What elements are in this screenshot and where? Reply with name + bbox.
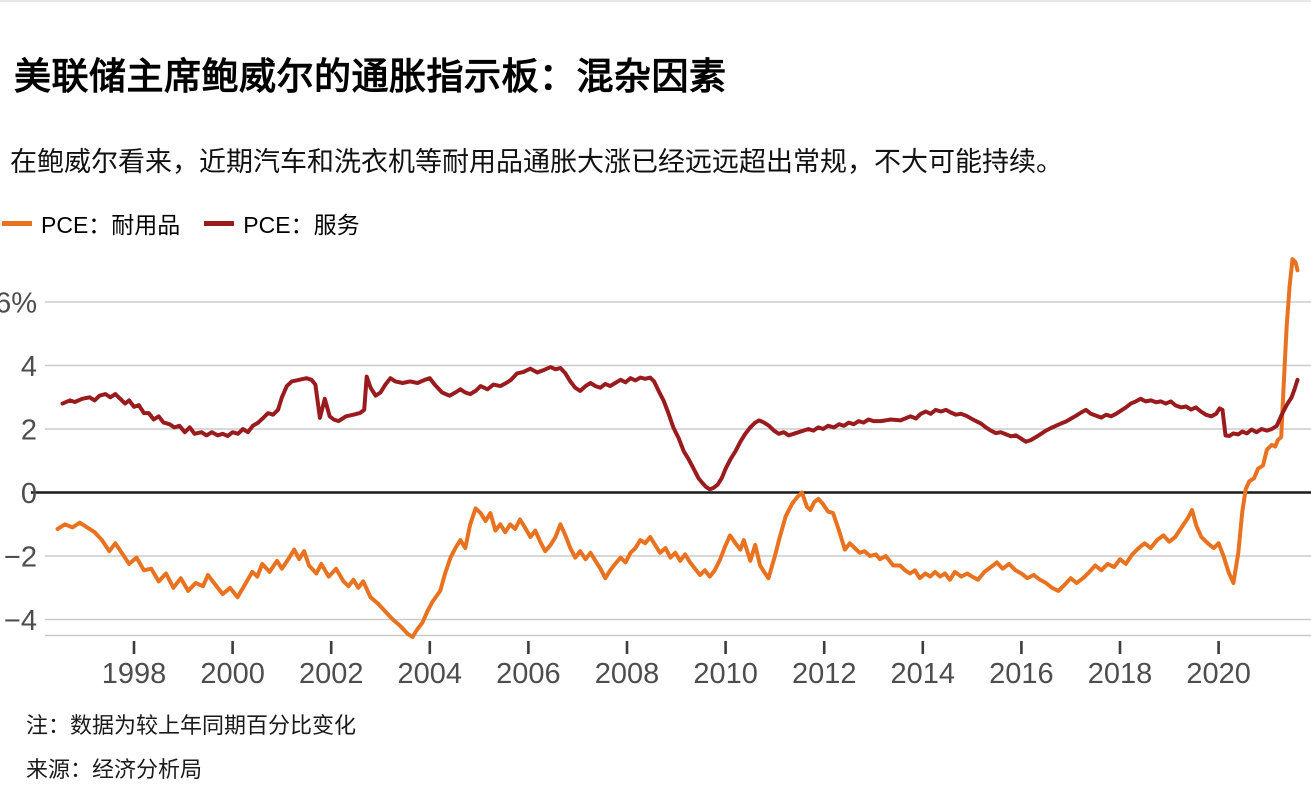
y-axis-tick-label: 2 [21, 415, 37, 447]
legend-label-durables: PCE：耐用品 [41, 212, 181, 238]
series-line-services [60, 365, 1300, 492]
y-axis-tick-label: 4 [21, 351, 37, 383]
durables-line-swatch [2, 220, 32, 226]
x-axis-tick-label: 2012 [792, 658, 857, 690]
chart-note: 注：数据为较上年同期百分比变化 [26, 713, 357, 738]
page-title: 美联储主席鲍威尔的通胀指示板：混杂因素 [14, 56, 727, 97]
inflation-line-chart: 6% 4 2 0 −2 −4 1998 2000 2002 2004 2006 2008 2010 201… [0, 257, 1311, 690]
x-axis-tick-label: 2020 [1186, 658, 1251, 690]
chart-subtitle: 在鲍威尔看来，近期汽车和洗衣机等耐用品通胀大涨已经远远超出常规，不大可能持续。 [10, 147, 1063, 177]
chart-legend: PCE：耐用品 PCE：服务 [2, 206, 360, 240]
x-axis-tick-label: 1998 [102, 658, 167, 690]
y-axis-tick-label: 6% [0, 288, 37, 320]
legend-item-durables: PCE：耐用品 [2, 206, 180, 240]
series-line-durables [55, 257, 1300, 639]
legend-label-services: PCE：服务 [243, 212, 360, 238]
x-axis-tick-label: 2018 [1088, 658, 1153, 690]
x-axis-tick-label: 2014 [891, 658, 956, 690]
y-axis-tick-label: 0 [21, 478, 37, 510]
x-axis-tick-label: 2006 [496, 658, 561, 690]
services-line-swatch [204, 220, 235, 226]
x-axis-tick-label: 2016 [989, 658, 1054, 690]
y-axis-tick-label: −4 [4, 605, 37, 637]
x-axis-tick-label: 2002 [299, 658, 364, 690]
legend-item-services: PCE：服务 [204, 206, 360, 240]
x-axis-tick-label: 2008 [595, 658, 660, 690]
x-axis-tick-label: 2010 [693, 658, 758, 690]
x-axis-tick-label: 2000 [200, 658, 265, 690]
x-axis-tick-label: 2004 [398, 658, 463, 690]
chart-source: 来源：经济分析局 [26, 757, 203, 782]
y-axis-tick-label: −2 [4, 542, 37, 574]
